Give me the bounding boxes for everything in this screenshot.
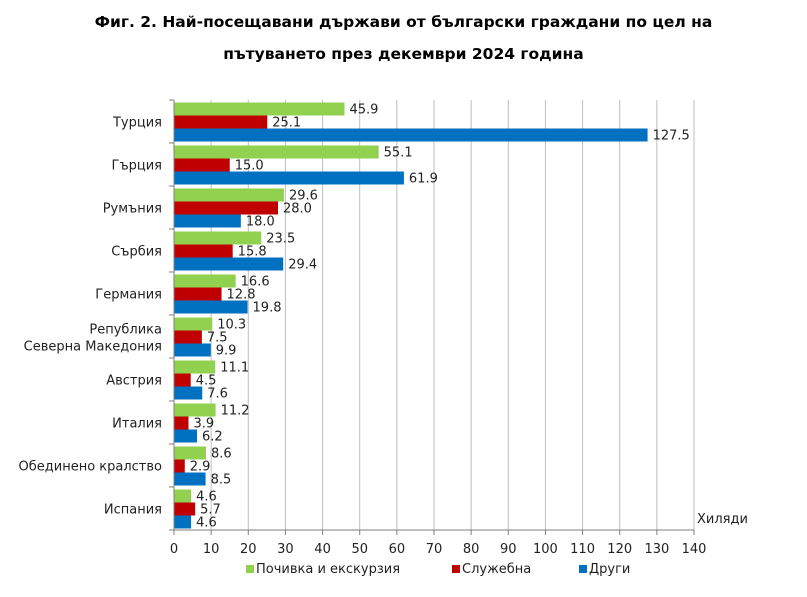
legend-label-1: Почивка и екскурзия [256, 562, 400, 577]
bar-3-8 [174, 429, 198, 443]
data-label-2-1: 25.1 [272, 116, 301, 131]
bar-3-5 [174, 300, 248, 314]
data-label-2-7: 4.5 [196, 374, 217, 389]
bar-2-6 [174, 330, 202, 344]
data-label-1-2: 55.1 [384, 146, 413, 161]
bar-3-1 [174, 128, 648, 142]
x-tick-label-140: 140 [682, 542, 707, 557]
data-label-3-10: 4.6 [196, 516, 217, 531]
x-tick-label-10: 10 [203, 542, 220, 557]
x-tick-label-0: 0 [170, 542, 178, 557]
bar-2-7 [174, 373, 191, 387]
data-label-2-9: 2.9 [190, 460, 211, 475]
bar-1-1 [174, 102, 345, 116]
bar-2-3 [174, 201, 278, 215]
legend-label-3: Други [589, 562, 630, 577]
category-label: Обединено кралство [19, 460, 163, 475]
bar-2-4 [174, 244, 233, 258]
legend-label-2: Служебна [462, 562, 531, 577]
bar-3-2 [174, 171, 404, 185]
bar-1-2 [174, 145, 379, 159]
x-tick-label-20: 20 [240, 542, 257, 557]
legend-swatch-1 [246, 565, 254, 573]
data-label-3-2: 61.9 [409, 172, 438, 187]
data-label-1-4: 23.5 [266, 232, 295, 247]
category-label: Република [89, 323, 162, 338]
data-label-1-6: 10.3 [217, 318, 246, 333]
bar-3-3 [174, 214, 241, 228]
data-label-3-5: 19.8 [253, 301, 282, 316]
bar-2-1 [174, 115, 268, 129]
bar-1-4 [174, 231, 262, 245]
bar-2-8 [174, 416, 189, 430]
bar-3-7 [174, 386, 203, 400]
bar-2-9 [174, 459, 185, 473]
bar-3-10 [174, 515, 192, 529]
bar-1-5 [174, 274, 236, 288]
data-label-2-3: 28.0 [283, 202, 312, 217]
x-axis-unit-label: Хиляди [697, 512, 748, 527]
data-label-3-3: 18.0 [246, 215, 275, 230]
x-tick-label-90: 90 [500, 542, 517, 557]
category-label: Сърбия [111, 245, 162, 260]
bar-1-7 [174, 360, 216, 374]
data-label-3-9: 8.5 [211, 473, 232, 488]
x-tick-label-110: 110 [570, 542, 595, 557]
category-label: Румъния [103, 202, 162, 217]
data-label-2-2: 15.0 [235, 159, 264, 174]
category-label: Италия [112, 417, 162, 432]
category-label: Австрия [106, 374, 162, 389]
bar-2-2 [174, 158, 230, 172]
category-label: Гърция [112, 159, 162, 174]
data-label-2-4: 15.8 [238, 245, 267, 260]
bar-1-3 [174, 188, 284, 202]
category-label: Германия [95, 288, 162, 303]
bar-2-10 [174, 502, 196, 516]
chart-title: Фиг. 2. Най-посещавани държави от българ… [0, 6, 807, 70]
data-label-1-1: 45.9 [349, 103, 378, 118]
data-label-3-4: 29.4 [288, 258, 317, 273]
data-label-3-7: 7.6 [207, 387, 228, 402]
bar-1-6 [174, 317, 213, 331]
data-label-2-10: 5.7 [200, 503, 221, 518]
bar-1-8 [174, 403, 216, 417]
bar-1-9 [174, 446, 206, 460]
data-label-1-7: 11.1 [220, 361, 249, 376]
data-label-2-8: 3.9 [193, 417, 214, 432]
data-label-3-8: 6.2 [202, 430, 223, 445]
x-tick-label-80: 80 [463, 542, 480, 557]
legend-swatch-2 [452, 565, 460, 573]
bar-3-4 [174, 257, 284, 271]
data-label-1-9: 8.6 [211, 447, 232, 462]
x-tick-label-40: 40 [314, 542, 331, 557]
category-label: Испания [104, 503, 162, 518]
x-tick-label-130: 130 [644, 542, 669, 557]
data-label-1-8: 11.2 [221, 404, 250, 419]
x-tick-label-70: 70 [426, 542, 443, 557]
data-label-1-10: 4.6 [196, 490, 217, 505]
bar-2-5 [174, 287, 222, 301]
data-label-1-5: 16.6 [241, 275, 270, 290]
chart-title-line-1: Фиг. 2. Най-посещавани държави от българ… [94, 13, 713, 31]
data-label-2-5: 12.8 [227, 288, 256, 303]
x-tick-label-60: 60 [389, 542, 406, 557]
category-label: Турция [112, 116, 162, 131]
data-label-2-6: 7.5 [207, 331, 228, 346]
x-tick-label-120: 120 [607, 542, 632, 557]
legend-swatch-3 [579, 565, 587, 573]
x-tick-label-30: 30 [277, 542, 294, 557]
chart-title-line-2: пътуването през декември 2024 година [223, 45, 584, 63]
bar-3-6 [174, 343, 211, 357]
category-label: Северна Македония [24, 340, 162, 355]
data-label-1-3: 29.6 [289, 189, 318, 204]
x-tick-label-50: 50 [351, 542, 368, 557]
bar-3-9 [174, 472, 206, 486]
x-tick-label-100: 100 [533, 542, 558, 557]
data-label-3-1: 127.5 [653, 129, 690, 144]
bar-1-10 [174, 489, 192, 503]
data-label-3-6: 9.9 [216, 344, 237, 359]
